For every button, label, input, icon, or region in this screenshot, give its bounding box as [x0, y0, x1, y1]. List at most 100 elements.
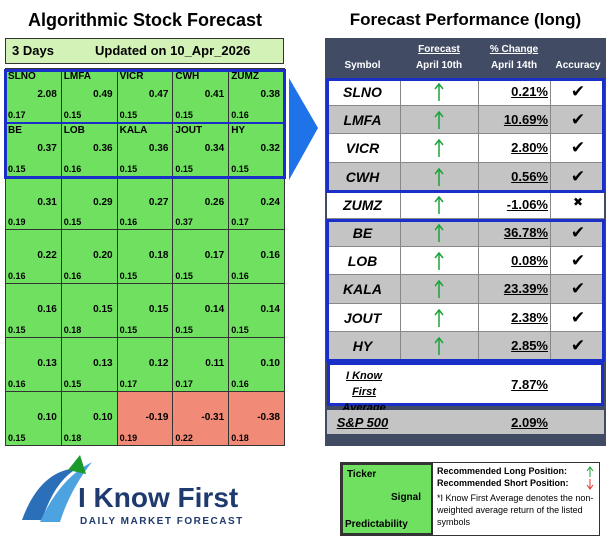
row-bg [327, 78, 604, 107]
predictability: 0.17 [231, 217, 249, 228]
up-arrow [434, 167, 444, 187]
predictability: 0.15 [63, 109, 82, 120]
predictability: 0.16 [231, 271, 249, 282]
legend-signal: Signal [391, 492, 422, 503]
header-forecast: Forecast [418, 44, 460, 55]
logo-tagline: DAILY MARKET FORECAST [80, 516, 244, 527]
accuracy: ✔ [570, 335, 586, 356]
forecast-cell: 0.13 0.16 [5, 337, 62, 392]
up-arrow [434, 308, 444, 328]
forecast-cell: 0.12 0.17 [116, 337, 174, 392]
signal: 0.16 [260, 250, 280, 262]
legend-cell [341, 463, 433, 535]
signal: -0.19 [145, 411, 169, 423]
signal: 0.36 [93, 142, 113, 154]
forecast-cell: -0.31 0.22 [172, 390, 230, 446]
benchmark-bg [327, 410, 604, 434]
signal: 0.37 [37, 142, 57, 154]
signal: 0.11 [205, 358, 225, 369]
row-bg [327, 219, 604, 248]
arrow-icon [434, 195, 444, 214]
arrow-icon [434, 308, 444, 327]
signal: 0.22 [37, 250, 57, 262]
pct-change: 2.38% [511, 309, 548, 325]
forecast-cell: ZUMZ 0.38 0.16 [228, 68, 285, 123]
predictability: 0.15 [8, 163, 26, 174]
symbol: VICR [345, 140, 380, 157]
predictability: 0.15 [175, 324, 193, 335]
arrow-icon [434, 110, 444, 130]
predictability: 0.15 [231, 324, 249, 335]
predictability: 0.15 [119, 324, 138, 335]
ticker: SLNO [8, 71, 36, 82]
accuracy: ✔ [570, 279, 586, 300]
signal: 0.36 [148, 142, 169, 154]
signal: 0.47 [148, 89, 169, 100]
signal: 2.08 [37, 89, 57, 100]
forecast-cell: 0.29 0.15 [60, 175, 118, 231]
forecast-cell: VICR 0.47 0.15 [116, 68, 174, 123]
forecast-cell: 0.16 0.15 [5, 283, 62, 338]
forecast-cell: 0.26 0.37 [172, 175, 230, 231]
pct-change: 0.08% [511, 253, 548, 269]
predictability: 0.16 [231, 378, 249, 389]
predictability: 0.17 [119, 378, 138, 389]
predictability: 0.15 [8, 324, 26, 335]
accuracy: ✔ [570, 223, 586, 243]
predictability: 0.18 [231, 432, 249, 443]
forecast-cell: 0.14 0.15 [172, 283, 230, 338]
signal: 0.31 [37, 196, 57, 208]
arrow-icon [434, 167, 444, 186]
ticker: LOB [63, 124, 85, 136]
signal: -0.31 [201, 411, 225, 423]
up-arrow [434, 251, 444, 271]
row-bg [327, 275, 604, 304]
signal: 0.10 [93, 411, 113, 423]
forecast-cell: 0.10 0.15 [5, 390, 62, 446]
signal: 0.14 [204, 304, 225, 316]
row-bg [327, 247, 604, 276]
signal: 0.29 [93, 196, 113, 208]
pct-change: 0.56% [511, 168, 548, 184]
forecast-cell: 0.13 0.15 [60, 337, 118, 392]
forecast-cell: 0.22 0.16 [5, 229, 62, 285]
header-change-date: April 14th [490, 60, 538, 71]
signal: 0.10 [260, 358, 280, 369]
up-arrow [434, 110, 444, 130]
left-title: Algorithmic Stock Forecast [27, 10, 263, 30]
forecast-cell: 0.16 0.16 [228, 229, 285, 285]
forecast-cell: -0.38 0.18 [228, 390, 285, 446]
benchmark-change: 2.09% [511, 415, 548, 430]
symbol: SLNO [343, 84, 382, 100]
top-highlight [4, 69, 286, 179]
arrow-icon [434, 223, 444, 242]
pct-change: 23.39% [503, 281, 548, 297]
forecast-cell: 0.15 0.18 [60, 283, 118, 338]
header-symbol: Symbol [344, 60, 381, 71]
signal: 0.12 [148, 358, 169, 369]
forecast-cell: 0.10 0.16 [228, 337, 285, 392]
ticker: ZUMZ [231, 71, 259, 82]
predictability: 0.15 [119, 109, 138, 120]
predictability: 0.22 [175, 432, 193, 443]
signal: 0.34 [204, 142, 225, 154]
signal: 0.15 [93, 304, 113, 316]
symbol: ZUMZ [343, 196, 382, 213]
up-arrow [434, 336, 444, 356]
pct-change: 2.80% [511, 140, 548, 156]
average-bg [327, 362, 604, 406]
predictability: 0.16 [119, 217, 138, 228]
row-bg [327, 303, 604, 332]
forecast-cell: 0.11 0.17 [172, 337, 230, 392]
right-title: Forecast Performance (long) [349, 10, 582, 29]
predictability: 0.15 [63, 217, 82, 228]
group-box [326, 78, 605, 193]
predictability: 0.16 [8, 271, 26, 282]
logo-name: I Know First [78, 482, 239, 513]
header-change: % Change [489, 44, 539, 55]
signal: 0.26 [204, 196, 225, 208]
header-bar [5, 38, 284, 64]
signal: 0.32 [260, 142, 280, 154]
ticker: KALA [119, 124, 148, 136]
